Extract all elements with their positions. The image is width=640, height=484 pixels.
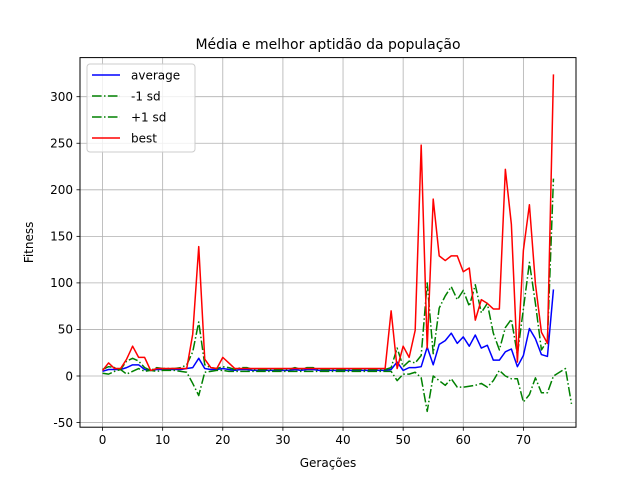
- y-tick-label: -50: [53, 416, 73, 430]
- y-axis-label: Fitness: [22, 222, 36, 264]
- legend: average -1 sd +1 sd best: [86, 63, 196, 153]
- legend-box: [86, 63, 196, 153]
- y-tick-label: 250: [50, 137, 73, 151]
- plot-frame: [79, 57, 577, 428]
- chart-title: Média e melhor aptidão da população: [195, 37, 460, 53]
- axis-ticks: 0 10 20 30 40 50 60 70 -50 0 50 100 150 200 250 300: [50, 90, 531, 447]
- x-tick-label: 20: [215, 433, 230, 447]
- x-axis-label: Gerações: [300, 456, 357, 470]
- y-tick-label: 150: [50, 230, 73, 244]
- series-line-average: [102, 289, 555, 373]
- legend-label: +1 sd: [131, 110, 166, 124]
- series-line-best: [101, 74, 555, 372]
- x-tick-label: 0: [99, 433, 107, 447]
- x-tick-label: 30: [275, 433, 290, 447]
- y-tick-label: 0: [65, 369, 73, 383]
- series-group: [101, 74, 573, 413]
- legend-label: -1 sd: [131, 89, 161, 103]
- legend-label: average: [131, 68, 180, 82]
- y-tick-label: 200: [50, 183, 73, 197]
- x-tick-label: 50: [396, 433, 411, 447]
- x-tick-label: 10: [155, 433, 170, 447]
- legend-label: best: [131, 131, 157, 145]
- series-line-1-sd: [102, 367, 573, 413]
- x-tick-label: 40: [335, 433, 350, 447]
- x-tick-label: 60: [456, 433, 471, 447]
- x-tick-label: 70: [516, 433, 531, 447]
- y-tick-label: 50: [58, 323, 73, 337]
- y-tick-label: 100: [50, 276, 73, 290]
- y-tick-label: 300: [50, 90, 73, 104]
